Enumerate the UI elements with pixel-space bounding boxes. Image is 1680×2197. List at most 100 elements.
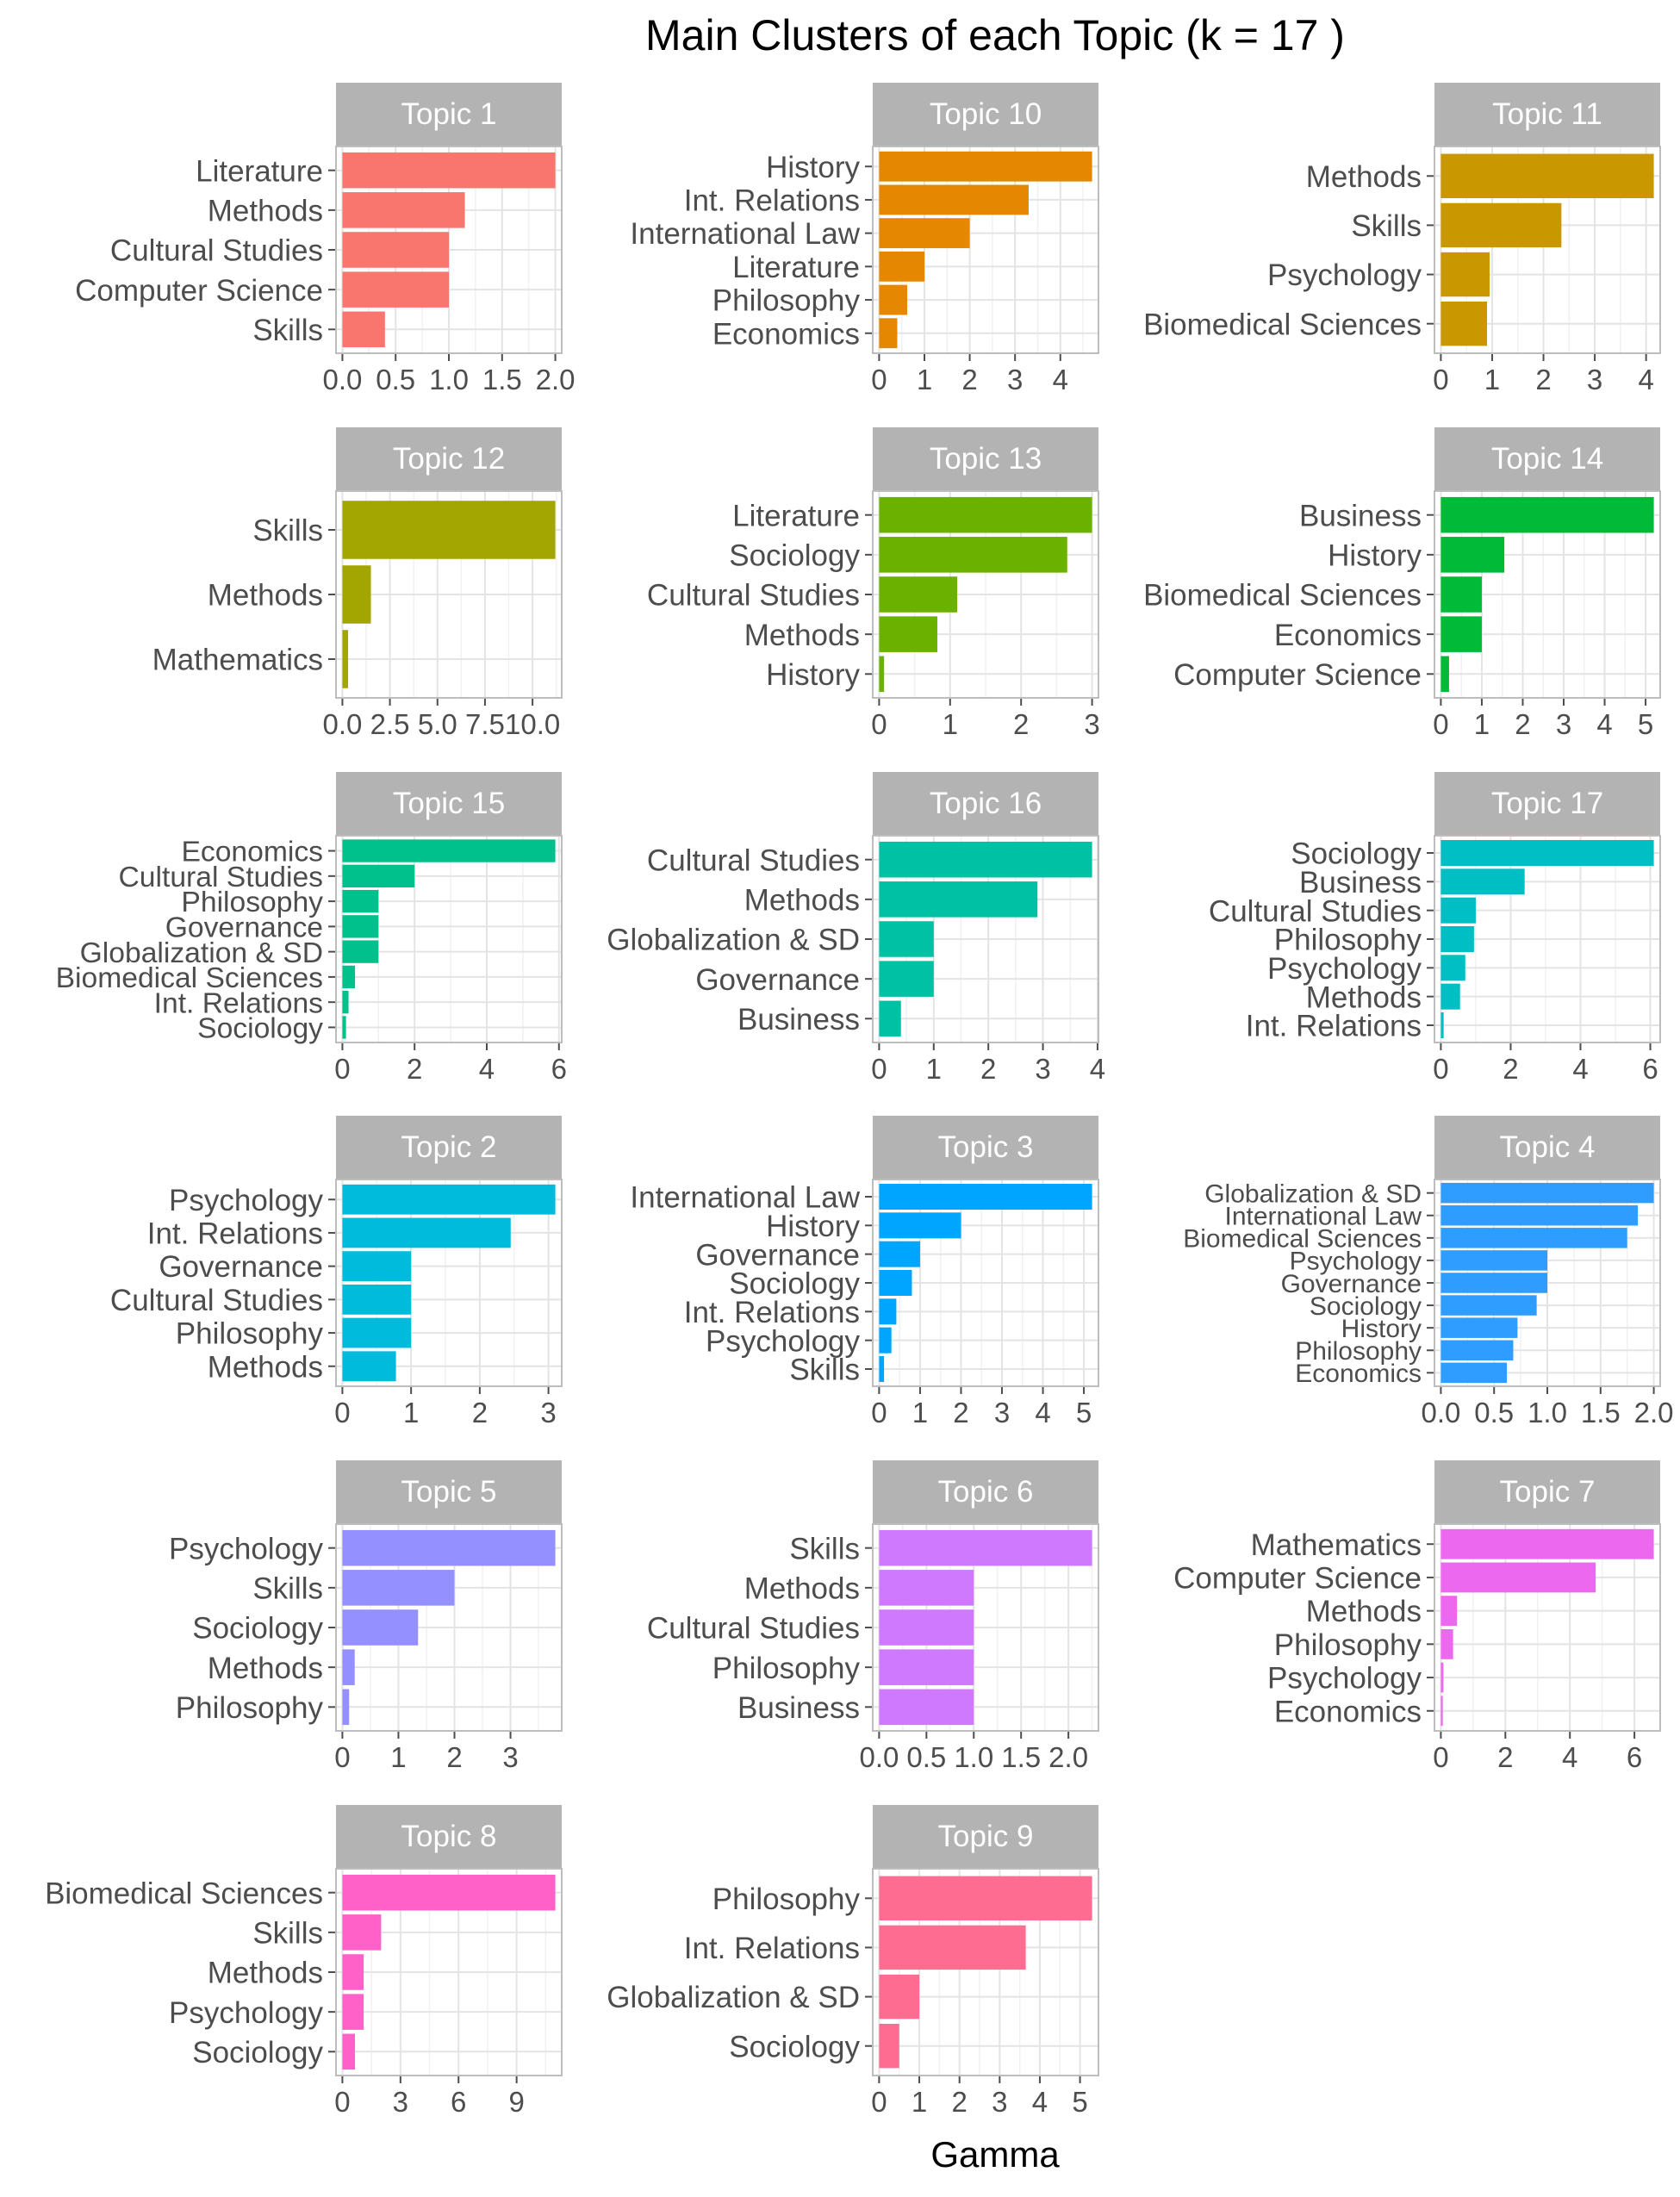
bar bbox=[342, 630, 349, 688]
panel-strip bbox=[1434, 772, 1660, 836]
x-tick-label: 5 bbox=[1072, 2086, 1087, 2118]
x-tick-label: 5.0 bbox=[418, 708, 457, 740]
panel-border bbox=[1434, 490, 1661, 699]
x-tick-label: 0 bbox=[334, 1053, 350, 1085]
category-label: Literature bbox=[732, 251, 860, 284]
category-label: Business bbox=[737, 1691, 860, 1725]
bar bbox=[879, 1270, 912, 1296]
bar bbox=[879, 961, 934, 997]
bar bbox=[342, 940, 379, 963]
bar bbox=[1440, 1362, 1508, 1384]
category-label: Cultural Studies bbox=[1209, 894, 1422, 928]
x-tick-label: 0 bbox=[1433, 364, 1448, 395]
category-label: History bbox=[766, 151, 860, 184]
x-tick-label: 0 bbox=[1433, 1741, 1448, 1773]
category-label: Int. Relations bbox=[1246, 1010, 1422, 1043]
category-label: Philosophy bbox=[712, 1652, 861, 1685]
category-label: Globalization & SD bbox=[607, 1981, 860, 2014]
panel-title: Topic 9 bbox=[938, 1820, 1034, 1853]
panel-strip bbox=[336, 1460, 562, 1524]
bar bbox=[879, 1000, 901, 1037]
bar bbox=[342, 1351, 396, 1382]
bar bbox=[1440, 616, 1482, 652]
category-label: Philosophy bbox=[181, 887, 323, 918]
x-tick-label: 0.5 bbox=[376, 364, 415, 395]
category-label: Sociology bbox=[729, 538, 860, 572]
x-tick-label: 2.5 bbox=[370, 708, 410, 740]
category-label: History bbox=[766, 658, 860, 692]
category-label: Philosophy bbox=[176, 1691, 324, 1725]
bar bbox=[879, 1327, 892, 1354]
x-tick-label: 0 bbox=[334, 1397, 350, 1428]
x-tick-label: 1 bbox=[943, 708, 958, 740]
category-label: Business bbox=[1299, 866, 1422, 899]
category-label: Methods bbox=[744, 619, 860, 652]
bar bbox=[1440, 1182, 1654, 1204]
category-label: Int. Relations bbox=[684, 1932, 860, 1965]
category-label: Economics bbox=[712, 317, 860, 351]
panel-border bbox=[872, 1523, 1099, 1732]
x-tick-label: 0 bbox=[1433, 708, 1448, 740]
panel-topic-16: Topic 8 0 3 6 9 Biomedical Sciences Skills Meth… bbox=[45, 1805, 563, 2118]
x-tick-label: 1 bbox=[912, 1397, 928, 1428]
bar bbox=[879, 184, 1029, 215]
category-label: Methods bbox=[1306, 1595, 1422, 1628]
bar bbox=[879, 151, 1092, 182]
category-label: International Law bbox=[630, 217, 860, 251]
category-label: Economics bbox=[1295, 1360, 1422, 1388]
bar bbox=[1440, 983, 1460, 1010]
x-tick-label: 0.0 bbox=[322, 364, 362, 395]
x-tick-label: 0 bbox=[871, 708, 887, 740]
category-label: Sociology bbox=[1291, 837, 1422, 871]
x-tick-label: 1.0 bbox=[954, 1741, 993, 1773]
x-tick-label: 2 bbox=[1535, 364, 1551, 395]
bar bbox=[879, 1689, 974, 1726]
panel-topic-13: Topic 5 0 1 2 3 Psychology Skills Sociology Meth… bbox=[169, 1460, 563, 1773]
category-label: Sociology bbox=[192, 1612, 323, 1646]
panel-strip bbox=[336, 427, 562, 491]
category-label: Mathematics bbox=[1251, 1528, 1422, 1562]
category-label: Methods bbox=[1306, 980, 1422, 1014]
x-tick-label: 0 bbox=[334, 1741, 350, 1773]
category-label: Int. Relations bbox=[684, 1296, 860, 1329]
panel-strip bbox=[336, 772, 562, 836]
x-tick-label: 4 bbox=[1090, 1053, 1105, 1085]
panel-title: Topic 6 bbox=[938, 1475, 1034, 1509]
category-label: History bbox=[1328, 538, 1422, 572]
x-tick-label: 1 bbox=[403, 1397, 419, 1428]
category-label: Skills bbox=[789, 1532, 860, 1565]
category-label: Globalization & SD bbox=[80, 937, 323, 969]
x-tick-label: 0 bbox=[1433, 1053, 1448, 1085]
bar bbox=[879, 496, 1092, 533]
x-tick-label: 3 bbox=[393, 2086, 408, 2118]
x-tick-label: 9 bbox=[508, 2086, 524, 2118]
category-label: Skills bbox=[252, 314, 323, 347]
x-tick-label: 2 bbox=[953, 1397, 968, 1428]
x-tick-label: 3 bbox=[1587, 364, 1602, 395]
bar bbox=[342, 232, 449, 268]
x-axis-label: Gamma bbox=[930, 2134, 1060, 2175]
x-tick-label: 4 bbox=[1032, 2086, 1048, 2118]
x-tick-label: 0.0 bbox=[322, 708, 362, 740]
x-tick-label: 0 bbox=[871, 2086, 887, 2118]
category-label: Methods bbox=[744, 1572, 860, 1605]
bar bbox=[879, 251, 925, 282]
panel-strip bbox=[873, 427, 1098, 491]
bar bbox=[342, 1994, 364, 2030]
x-tick-label: 1 bbox=[912, 2086, 927, 2118]
x-tick-label: 0 bbox=[871, 364, 887, 395]
bar bbox=[879, 537, 1067, 573]
panel-strip bbox=[873, 772, 1098, 836]
x-tick-label: 5 bbox=[1638, 708, 1653, 740]
panel-border bbox=[1434, 1523, 1661, 1732]
panel-topic-12: Topic 4 0.0 0.5 1.0 1.5 2.0 Globalization & SD… bbox=[1183, 1116, 1674, 1428]
bar bbox=[342, 1954, 364, 1990]
bar bbox=[879, 218, 970, 249]
bar bbox=[1440, 252, 1490, 297]
panel-topic-3: Topic 11 0 1 2 3 4 Methods Skills Psychology Biom… bbox=[1143, 83, 1661, 395]
category-label: Globalization & SD bbox=[1204, 1179, 1422, 1208]
x-tick-label: 10.0 bbox=[505, 708, 560, 740]
category-label: Philosophy bbox=[176, 1317, 324, 1351]
panel-title: Topic 17 bbox=[1491, 787, 1603, 820]
